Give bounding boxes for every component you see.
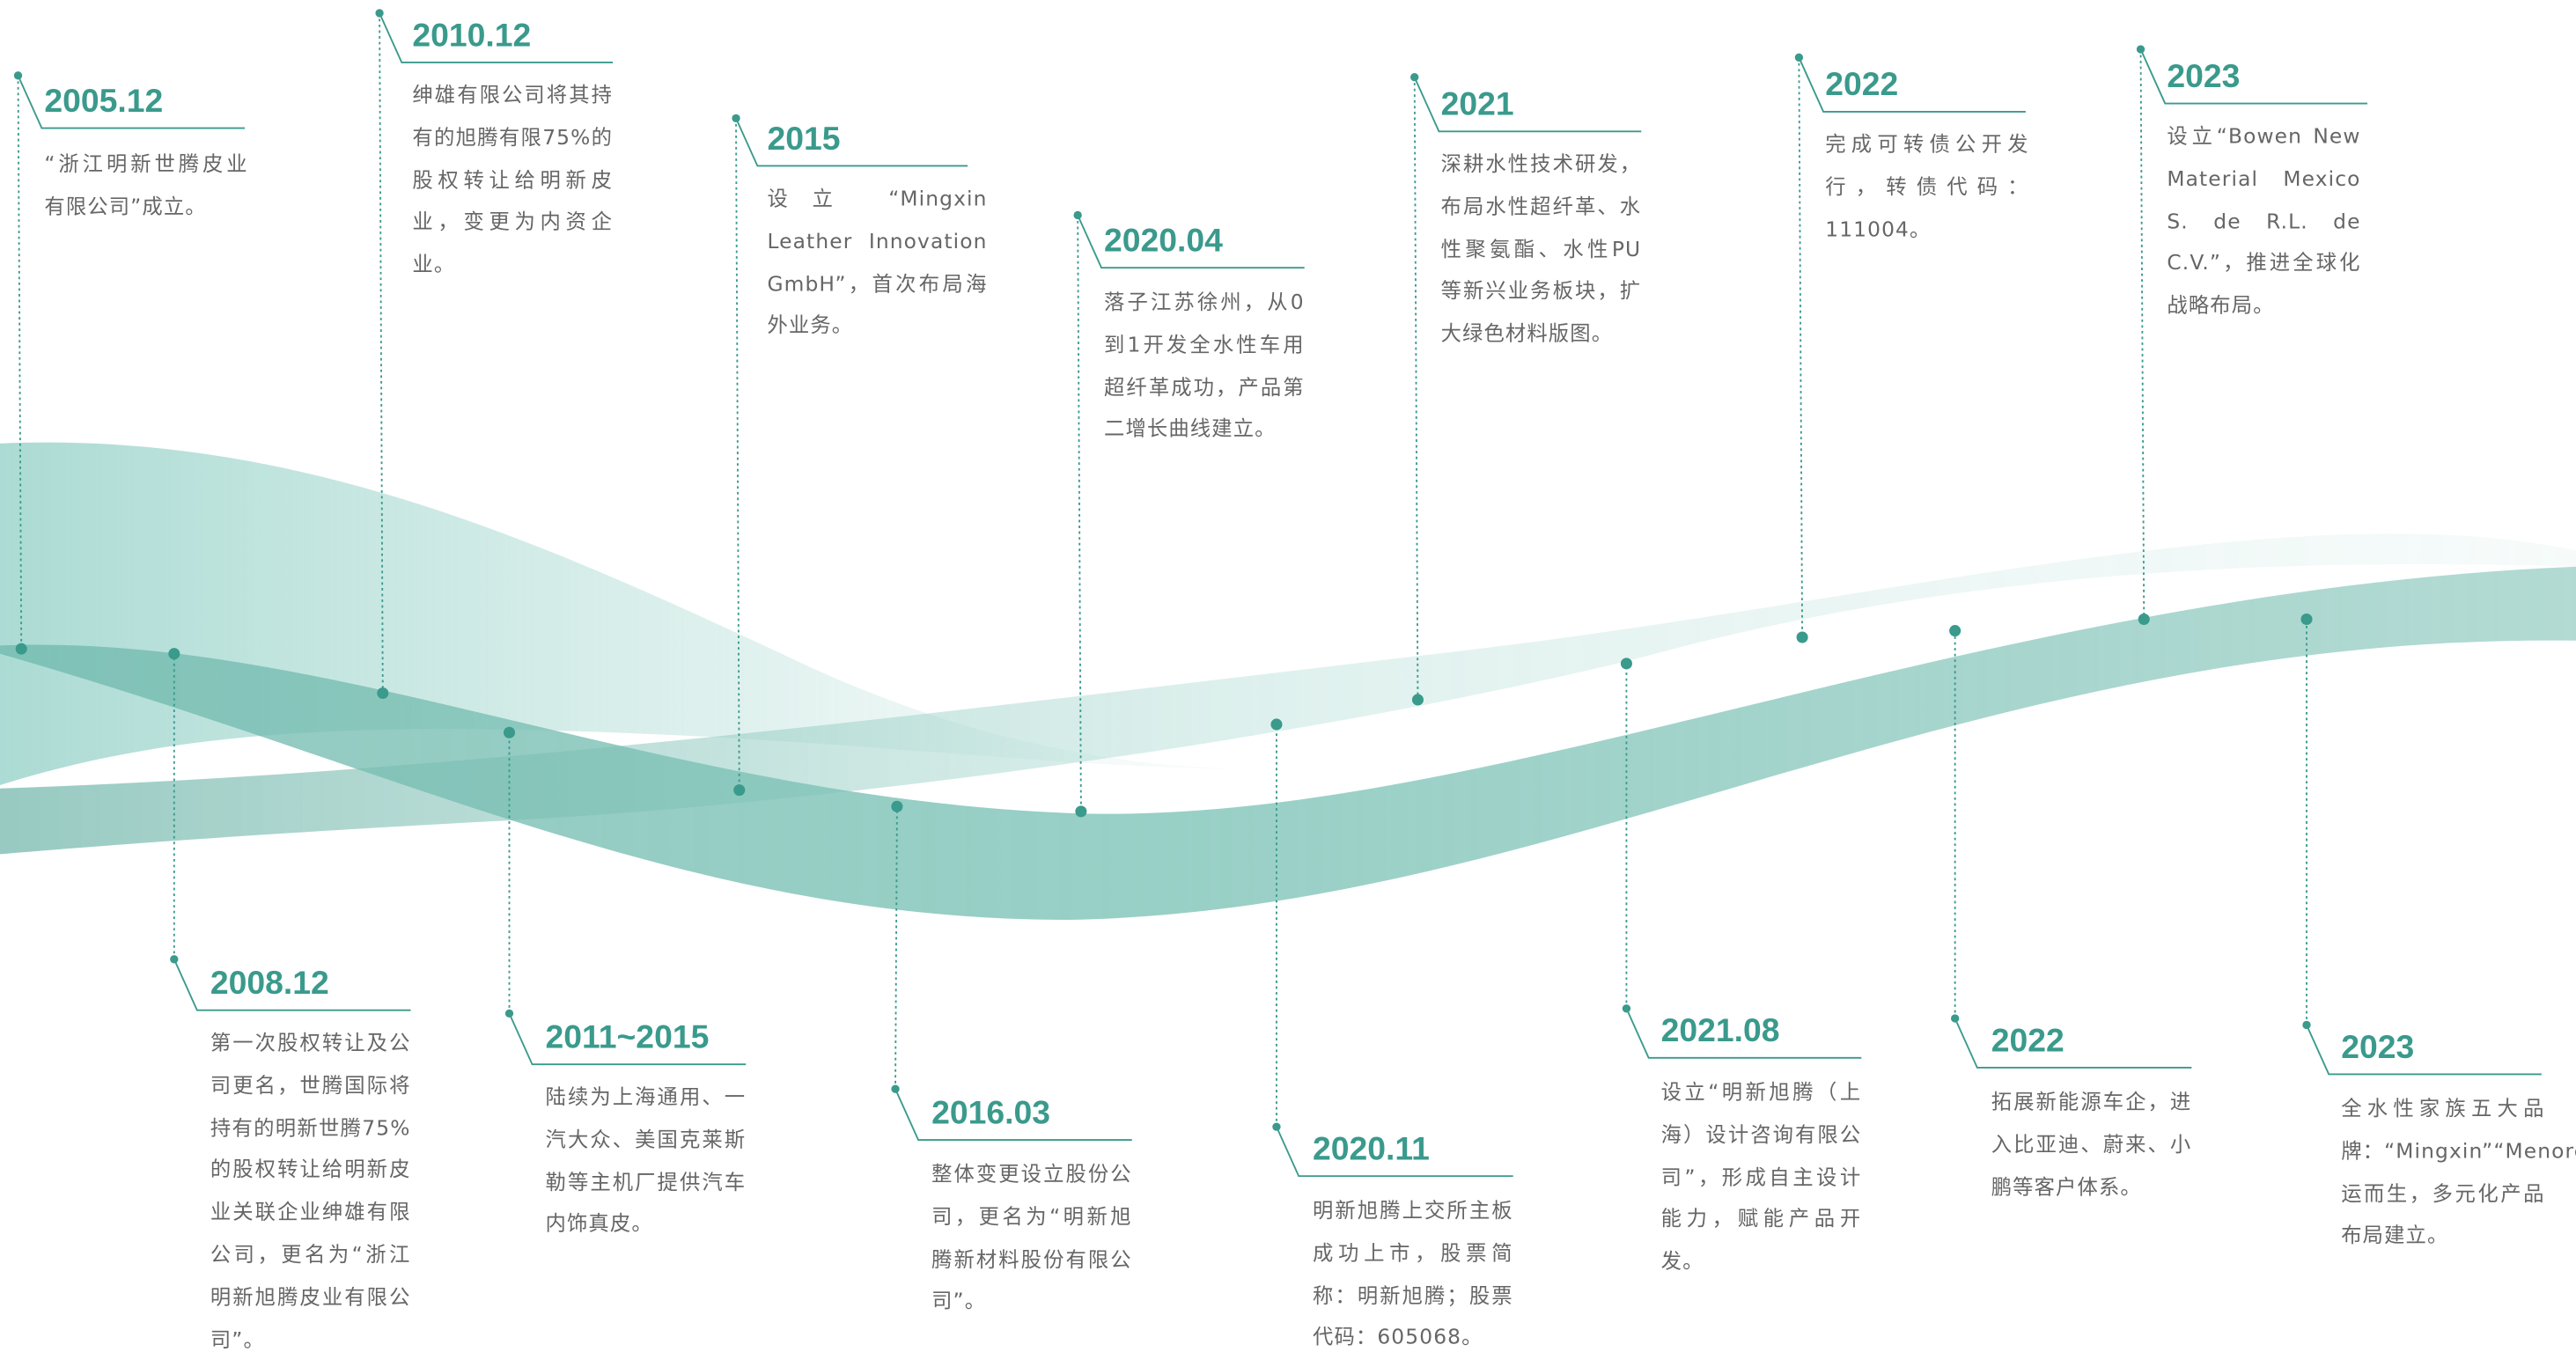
dot [505, 1010, 513, 1018]
dot [375, 9, 383, 17]
dot [1272, 1122, 1280, 1130]
dot [14, 71, 22, 79]
dot [1270, 718, 1282, 730]
event-text: 深耕水性技术研发，布局水性超纤革、水性聚氨酯、水性PU等新兴业务板块，扩大绿色材… [1441, 143, 1642, 355]
dot [1949, 625, 1961, 636]
event-text: 绅雄有限公司将其持有的旭腾有限75%的股权转让给明新皮业，变更为内资企业。 [412, 74, 613, 286]
event-title: 2022 [1825, 66, 1898, 106]
event-text: 明新旭腾上交所主板成功上市，股票简称：明新旭腾；股票代码：605068。 [1313, 1189, 1513, 1352]
event-title: 2008.12 [210, 964, 329, 1003]
connector [2141, 49, 2145, 620]
dot [16, 643, 27, 655]
dot [2300, 614, 2312, 625]
event-title: 2023 [2167, 57, 2240, 97]
event-title: 2021 [1441, 85, 1514, 125]
event-title: 2016.03 [931, 1094, 1050, 1134]
event-title: 2022 [1991, 1022, 2064, 1062]
dot [168, 648, 180, 659]
event-text: 拓展新能源车企，进入比亚迪、蔚来、小鹏等客户体系。 [1991, 1081, 2192, 1208]
dot [891, 1085, 899, 1093]
event-title: 2021.08 [1661, 1012, 1780, 1052]
event-text: 落子江苏徐州，从0到1开发全水性车用超纤革成功，产品第二增长曲线建立。 [1104, 281, 1305, 451]
event-title: 2010.12 [412, 17, 531, 56]
event-title: 2020.04 [1104, 222, 1223, 261]
event-title: 2005.12 [44, 82, 163, 121]
dot [504, 727, 515, 738]
event-text: 设立 “Mingxin Leather Innovation GmbH”，首次布… [767, 178, 987, 348]
event-text: 完成可转债公开发行，转债代码：111004。 [1825, 123, 2028, 250]
event-title: 2020.11 [1313, 1130, 1430, 1170]
dot [2137, 45, 2145, 53]
connector [1415, 77, 1418, 700]
event-text: “浙江明新世腾皮业有限公司”成立。 [44, 143, 247, 227]
event-text: 整体变更设立股份公司，更名为“明新旭腾新材料股份有限公司”。 [931, 1153, 1132, 1323]
dot [1797, 632, 1808, 643]
dot [1951, 1014, 1959, 1022]
event-text: 设立“明新旭腾（上海）设计咨询有限公司”，形成自主设计能力，赋能产品开发。 [1661, 1071, 1862, 1283]
dot [1621, 658, 1632, 669]
dot [732, 114, 740, 122]
dot [1623, 1004, 1630, 1012]
event-text: 设立“Bowen New Material Mexico S. de R.L. … [2167, 115, 2360, 327]
dot [1075, 805, 1086, 817]
event-title: 2015 [767, 120, 840, 159]
event-text: 第一次股权转让及公司更名，世腾国际将持有的明新世腾75%的股权转让给明新皮业关联… [210, 1022, 411, 1352]
event-title: 2023 [2341, 1028, 2414, 1068]
timeline: 2005.12 “浙江明新世腾皮业有限公司”成立。 2010.12 绅雄有限公司将其持… [0, 0, 2576, 1352]
dot [1795, 54, 1803, 62]
dot [2138, 614, 2150, 625]
dot [377, 687, 388, 699]
event-text: 陆续为上海通用、一汽大众、美国克莱斯勒等主机厂提供汽车内饰真皮。 [546, 1076, 747, 1245]
page: 2005.12 “浙江明新世腾皮业有限公司”成立。 2010.12 绅雄有限公司将其持… [0, 0, 2576, 1352]
dot [891, 801, 902, 812]
connector [1799, 57, 1802, 637]
dot [2302, 1021, 2310, 1029]
dot [1412, 694, 1424, 705]
dot [1410, 73, 1418, 81]
dot [733, 784, 745, 796]
event-title: 2011~2015 [546, 1018, 710, 1058]
dot [170, 955, 178, 963]
dot [1073, 211, 1081, 219]
event-text: 全水性家族五大品牌：“Mingxin”“Menorca”“Verstar”“Hu… [2341, 1087, 2544, 1257]
